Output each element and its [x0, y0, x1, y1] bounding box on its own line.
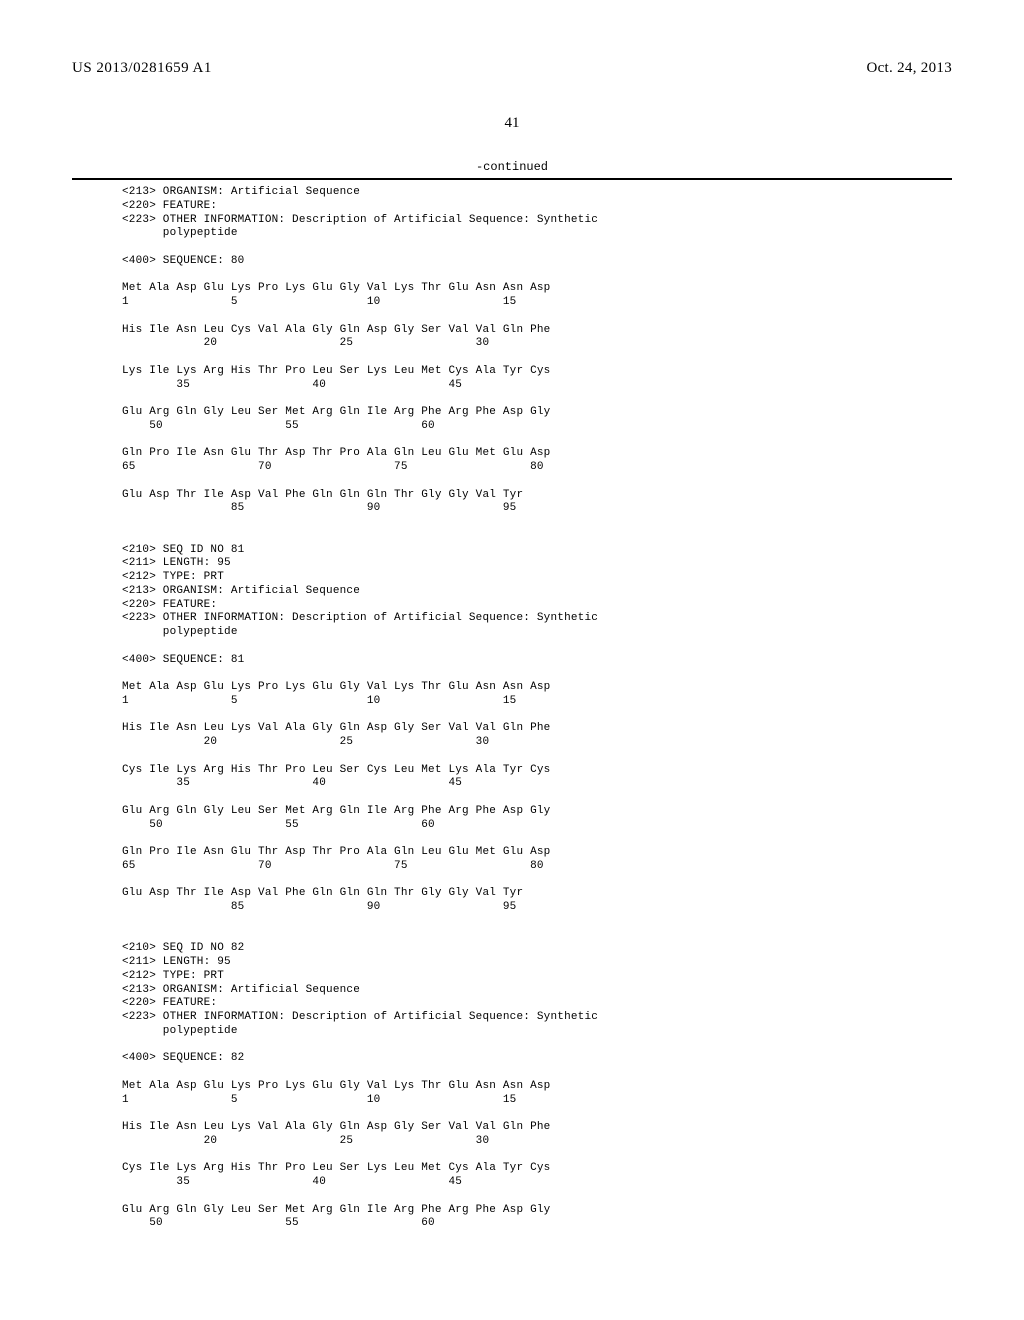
horizontal-rule	[72, 178, 952, 180]
continued-label: -continued	[72, 160, 952, 174]
sequence-listing: <213> ORGANISM: Artificial Sequence <220…	[122, 186, 952, 1231]
page-header: US 2013/0281659 A1 Oct. 24, 2013	[72, 60, 952, 77]
page-number: 41	[72, 115, 952, 132]
publication-date: Oct. 24, 2013	[866, 60, 952, 77]
publication-number: US 2013/0281659 A1	[72, 60, 212, 77]
